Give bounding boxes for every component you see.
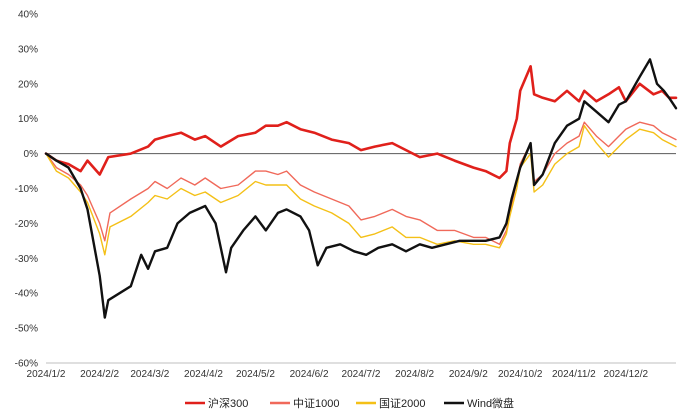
legend-item: Wind微盘: [444, 396, 514, 410]
x-tick-label: 2024/3/2: [130, 369, 169, 380]
x-tick-label: 2024/4/2: [184, 369, 223, 380]
y-tick-label: -10%: [15, 184, 38, 195]
y-tick-label: -60%: [15, 359, 38, 370]
y-axis: 40% 30% 20% 10% 0% -10% -20% -30% -40% -50% -60%: [15, 10, 38, 370]
y-tick-label: 20%: [18, 79, 38, 90]
legend-item: 中证1000: [270, 397, 339, 410]
legend-label: Wind微盘: [467, 396, 514, 410]
series-line-1: [45, 121, 677, 245]
x-tick-label: 2024/12/2: [604, 369, 649, 380]
series-layer: [44, 58, 678, 319]
x-tick-label: 2024/1/2: [27, 369, 66, 380]
y-tick-label: -50%: [15, 324, 38, 335]
x-tick-label: 2024/10/2: [498, 369, 543, 380]
x-tick-label: 2024/11/2: [552, 369, 596, 380]
legend: 沪深300 中证1000 国证2000 Wind微盘: [185, 396, 514, 410]
series-line-0: [44, 65, 678, 180]
y-tick-label: -30%: [15, 254, 38, 265]
y-tick-label: 0%: [24, 149, 39, 160]
y-tick-label: 30%: [18, 44, 38, 55]
series-line-3: [44, 58, 678, 319]
x-tick-label: 2024/9/2: [449, 369, 488, 380]
legend-label: 国证2000: [379, 397, 425, 410]
x-tick-label: 2024/8/2: [395, 369, 434, 380]
y-tick-label: 40%: [18, 10, 38, 21]
x-tick-label: 2024/2/2: [80, 369, 119, 380]
y-tick-label: 10%: [18, 114, 38, 125]
legend-label: 中证1000: [293, 397, 339, 410]
legend-item: 沪深300: [185, 396, 248, 410]
legend-label: 沪深300: [208, 396, 248, 410]
x-tick-label: 2024/7/2: [342, 369, 381, 380]
x-tick-label: 2024/5/2: [236, 369, 275, 380]
legend-item: 国证2000: [356, 397, 425, 410]
series-line-2: [45, 125, 677, 256]
y-tick-label: -20%: [15, 219, 38, 230]
x-tick-label: 2024/6/2: [290, 369, 329, 380]
x-axis: 2024/1/2 2024/2/2 2024/3/2 2024/4/2 2024/5/2…: [27, 362, 676, 380]
y-tick-label: -40%: [15, 289, 38, 300]
